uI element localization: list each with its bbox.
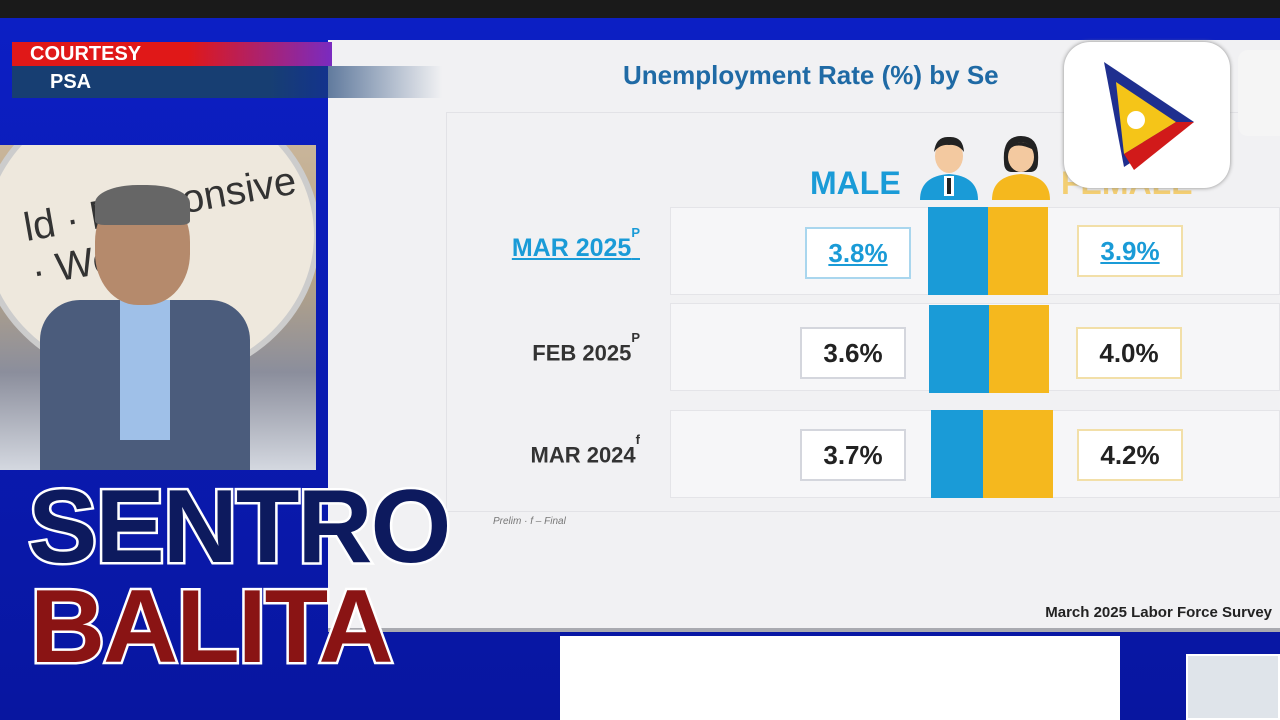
male-rate: 3.8% (805, 227, 911, 279)
male-bar (928, 207, 988, 295)
period-text: MAR 2024 (530, 442, 636, 468)
row-label: MAR 2024f (530, 432, 641, 468)
slide-title: Unemployment Rate (%) by Se (623, 60, 999, 90)
brand-line-2: BALITA (28, 567, 397, 688)
row-label: MAR 2025P (511, 225, 640, 263)
brand-line-1: SENTRO (25, 467, 453, 588)
male-rate: 3.6% (800, 327, 906, 379)
female-bar (983, 410, 1053, 498)
footnote: Prelim · f – Final (493, 516, 566, 527)
slide-source: March 2025 Labor Force Survey (1045, 604, 1272, 621)
ptv-logo-icon (1064, 42, 1230, 188)
female-rate: 3.9% (1077, 225, 1183, 277)
male-bar (929, 305, 989, 393)
female-bar (989, 305, 1049, 393)
period-marker: P (631, 330, 640, 345)
anchor-thumbnail (1186, 654, 1280, 720)
lower-strip (560, 636, 1120, 720)
male-person-icon (920, 136, 978, 200)
period-marker: P (631, 224, 640, 240)
male-header: MALE (810, 165, 901, 201)
ptv-logo-secondary-icon (1238, 50, 1280, 136)
row-label: FEB 2025P (532, 330, 640, 366)
female-rate: 4.2% (1077, 429, 1183, 481)
courtesy-source: PSA (12, 66, 442, 98)
table-frame (446, 112, 1280, 512)
female-bar (988, 207, 1048, 295)
male-rate: 3.7% (800, 429, 906, 481)
top-letterbox (0, 0, 1280, 18)
speaker-video: ld · Responsive · Wor (0, 145, 316, 470)
speaker (40, 185, 250, 470)
male-bar (931, 410, 983, 498)
period-text: MAR 2025 (511, 234, 632, 262)
courtesy-label: COURTESY (12, 42, 332, 66)
female-rate: 4.0% (1076, 327, 1182, 379)
period-marker: f (635, 432, 640, 447)
period-text: FEB 2025 (532, 340, 632, 366)
female-person-icon (992, 136, 1050, 200)
